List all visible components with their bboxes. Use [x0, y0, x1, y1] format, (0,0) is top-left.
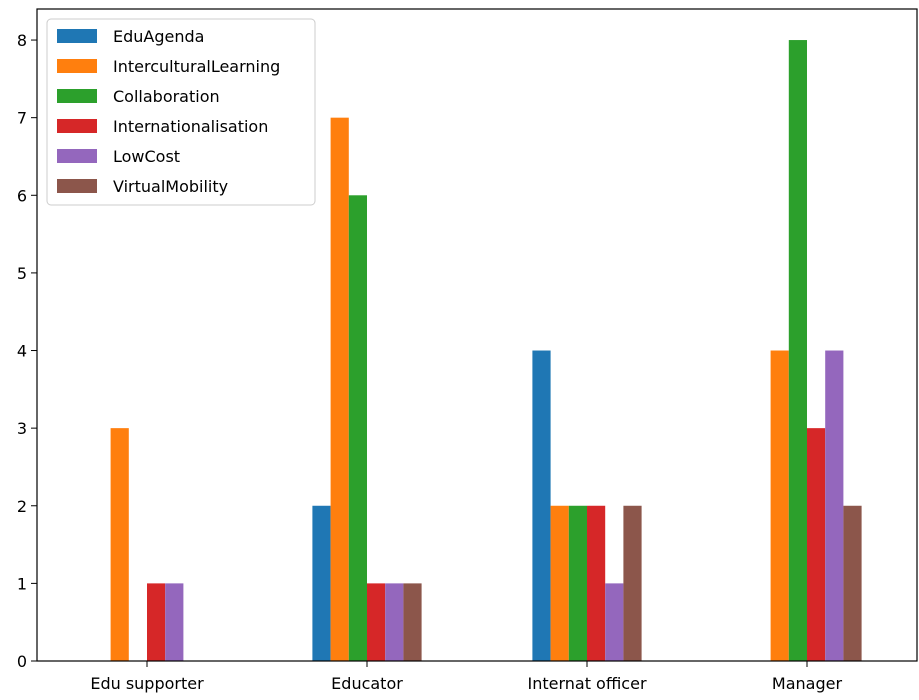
- y-tick-label: 7: [17, 109, 27, 128]
- bar-interculturallearning-0: [110, 428, 129, 661]
- bar-lowcost-0: [165, 583, 184, 661]
- legend-label-collaboration: Collaboration: [113, 87, 220, 106]
- x-tick-label: Edu supporter: [90, 674, 204, 693]
- bar-internationalisation-3: [807, 428, 826, 661]
- y-tick-label: 1: [17, 574, 27, 593]
- y-tick-label: 0: [17, 652, 27, 671]
- bar-virtualmobility-2: [623, 505, 642, 661]
- legend: EduAgenda InterculturalLearning Collaborat…: [46, 18, 316, 206]
- legend-swatch-collaboration: [57, 89, 97, 103]
- legend-label-internationalisation: Internationalisation: [113, 117, 268, 136]
- y-tick-label: 2: [17, 497, 27, 516]
- bar-internationalisation-0: [147, 583, 166, 661]
- y-tick-label: 4: [17, 342, 27, 361]
- x-tick-label: Internat officer: [527, 674, 646, 693]
- bar-interculturallearning-3: [770, 350, 789, 661]
- x-tick-label: Manager: [772, 674, 843, 693]
- legend-swatch-lowcost: [57, 149, 97, 163]
- y-tick-label: 6: [17, 186, 27, 205]
- bar-eduagenda-1: [312, 505, 331, 661]
- bar-lowcost-3: [825, 350, 844, 661]
- bar-collaboration-3: [788, 40, 807, 662]
- plot-frame: [36, 8, 918, 662]
- legend-label-lowcost: LowCost: [113, 147, 180, 166]
- bar-virtualmobility-3: [843, 505, 862, 661]
- axes-layer: 0 1 2 3 4 5 6 7 8 Edu supporter Educator Internat o…: [17, 8, 918, 693]
- y-tick-label: 3: [17, 419, 27, 438]
- legend-swatch-virtualmobility: [57, 179, 97, 193]
- legend-label-interculturallearning: InterculturalLearning: [113, 57, 280, 76]
- bar-lowcost-2: [605, 583, 624, 661]
- legend-label-eduagenda: EduAgenda: [113, 27, 204, 46]
- bar-lowcost-1: [385, 583, 404, 661]
- legend-swatch-interculturallearning: [57, 59, 97, 73]
- bar-internationalisation-2: [587, 505, 606, 661]
- legend-box: [46, 18, 316, 206]
- bar-collaboration-1: [348, 195, 367, 662]
- legend-swatch-internationalisation: [57, 119, 97, 133]
- bars-layer: [110, 40, 862, 662]
- y-tick-label: 5: [17, 264, 27, 283]
- x-tick-label: Educator: [331, 674, 403, 693]
- bar-internationalisation-1: [367, 583, 386, 661]
- bar-virtualmobility-1: [403, 583, 422, 661]
- bar-interculturallearning-2: [550, 505, 569, 661]
- y-tick-label: 8: [17, 31, 27, 50]
- bar-eduagenda-2: [532, 350, 551, 661]
- bar-collaboration-2: [568, 505, 587, 661]
- legend-label-virtualmobility: VirtualMobility: [113, 177, 228, 196]
- bar-interculturallearning-1: [330, 117, 349, 662]
- legend-swatch-eduagenda: [57, 29, 97, 43]
